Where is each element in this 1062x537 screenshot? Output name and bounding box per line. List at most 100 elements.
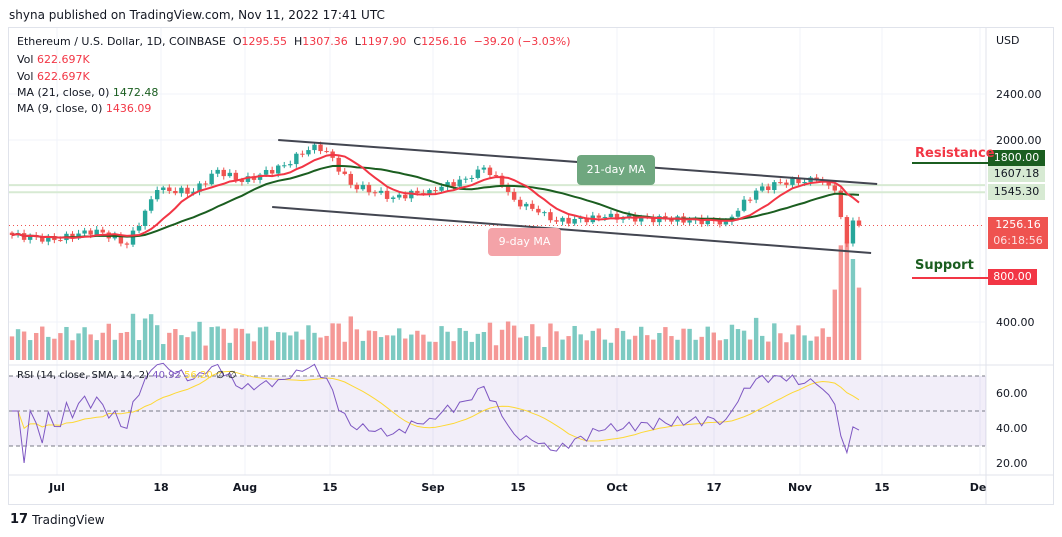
candle-body <box>185 187 190 194</box>
volume-bar <box>269 340 275 360</box>
candle-body <box>300 153 305 155</box>
candle-body <box>209 173 214 185</box>
rsi-tick: 40.00 <box>996 422 1028 435</box>
volume-bar <box>21 331 27 360</box>
candle-body <box>790 178 795 185</box>
volume-bar <box>584 340 589 360</box>
volume-bar <box>645 335 650 360</box>
volume-bar <box>76 333 81 360</box>
volume-bar <box>203 345 208 360</box>
volume-bar <box>463 330 468 360</box>
candle-body <box>312 144 317 151</box>
volume-bar <box>651 339 656 360</box>
volume-bar <box>342 341 347 360</box>
volume-bar <box>760 335 765 360</box>
candle-body <box>766 186 771 191</box>
chart-frame <box>8 27 1054 505</box>
volume-bar <box>263 326 269 360</box>
time-tick: De <box>969 481 987 494</box>
candle-body <box>578 217 583 219</box>
candle-body <box>566 217 571 224</box>
volume-bar <box>790 334 795 360</box>
volume-bar <box>52 338 57 360</box>
rsi-legend[interactable]: RSI (14, close, SMA, 14, 2) 40.92 56.20 … <box>17 370 237 381</box>
candle-body <box>46 236 51 242</box>
candle-body <box>148 199 154 211</box>
volume-bar <box>118 332 124 360</box>
volume-bar <box>620 330 626 360</box>
symbol-title: Ethereum / U.S. Dollar, 1D, COINBASE <box>17 35 226 48</box>
indicator-value: 1472.48 <box>112 86 159 99</box>
volume-bar <box>433 341 438 360</box>
candle-body <box>784 182 789 185</box>
volume-bar <box>487 322 493 360</box>
volume-bar <box>820 328 825 360</box>
support-label: Support <box>915 258 974 273</box>
volume-bar <box>711 332 716 360</box>
indicator-vol-1[interactable]: Vol 622.697K <box>17 53 90 66</box>
candle-body <box>614 213 620 220</box>
volume-bar <box>112 339 118 360</box>
volume-bar <box>88 334 93 360</box>
volume-bar <box>808 340 813 360</box>
rsi-extra: ∅ ∅ <box>215 370 237 381</box>
candle-body <box>227 172 232 177</box>
volume-bar <box>148 314 154 360</box>
candle-body <box>318 144 323 152</box>
candle-body <box>657 216 662 223</box>
low-value: 1197.90 <box>360 35 407 48</box>
candle-body <box>548 212 553 221</box>
indicator-value: 622.697K <box>36 70 90 83</box>
volume-bar <box>741 330 747 360</box>
candle-body <box>397 194 402 198</box>
volume-bar <box>221 328 226 360</box>
candle-body <box>433 190 438 192</box>
candle-body <box>439 186 444 191</box>
volume-bar <box>493 345 499 360</box>
candle-body <box>826 182 831 186</box>
volume-bar <box>608 342 614 360</box>
candle-body <box>409 190 414 199</box>
candle-body <box>324 151 329 153</box>
volume-bar <box>524 336 529 360</box>
volume-bar <box>427 341 432 360</box>
volume-bar <box>46 336 51 360</box>
volume-bar <box>336 323 341 360</box>
candle-body <box>118 235 124 244</box>
candle-body <box>639 216 644 222</box>
indicator-ma9[interactable]: MA (9, close, 0) 1436.09 <box>17 102 151 115</box>
candle-body <box>475 169 481 178</box>
indicator-value: 622.697K <box>36 53 90 66</box>
candle-body <box>608 213 614 218</box>
time-tick: Jul <box>49 481 65 494</box>
indicator-vol-2[interactable]: Vol 622.697K <box>17 70 90 83</box>
candle-body <box>239 179 245 182</box>
candle-body <box>282 165 287 167</box>
candle-body <box>167 187 172 191</box>
last-price-tag: 1256.16 06:18:56 <box>988 217 1048 249</box>
volume-bar <box>505 321 511 360</box>
volume-bar <box>856 287 862 360</box>
volume-bar <box>300 339 305 360</box>
ma9-price-tag: 1545.30 <box>988 184 1045 200</box>
candle-body <box>415 190 420 194</box>
volume-bar <box>9 336 15 360</box>
volume-bar <box>142 318 148 360</box>
volume-bar <box>457 328 462 360</box>
volume-bar <box>124 331 130 360</box>
close-label: C <box>413 35 422 48</box>
tradingview-logo[interactable]: 𝟭𝟳 TradingView <box>10 512 105 527</box>
candle-body <box>542 212 547 214</box>
volume-bar <box>155 325 160 360</box>
symbol-legend: Ethereum / U.S. Dollar, 1D, COINBASE O12… <box>17 35 571 48</box>
volume-bar <box>282 332 287 360</box>
volume-bar <box>639 326 644 360</box>
indicator-ma21[interactable]: MA (21, close, 0) 1472.48 <box>17 86 158 99</box>
ma21-callout: 21-day MA <box>577 155 655 185</box>
candle-body <box>705 218 710 225</box>
volume-bar <box>536 336 541 360</box>
volume-bar <box>40 326 45 360</box>
volume-bar <box>632 335 638 360</box>
change-value: −39.20 (−3.03%) <box>473 35 571 48</box>
